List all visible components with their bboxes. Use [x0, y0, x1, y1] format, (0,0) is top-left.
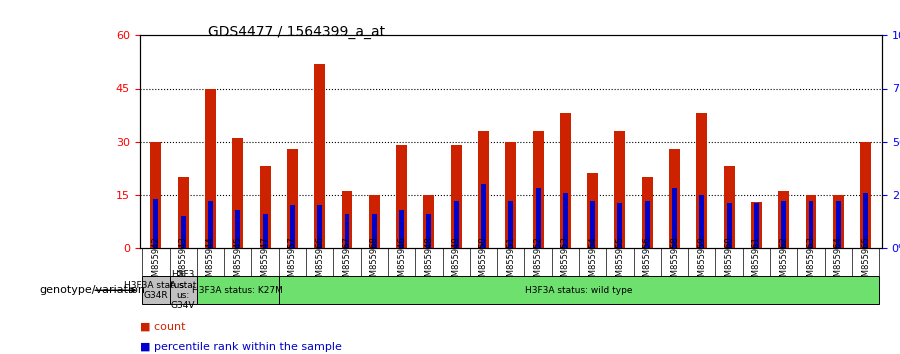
- Bar: [505, 142, 517, 248]
- Bar: [142, 276, 169, 304]
- Text: GSM855953: GSM855953: [561, 236, 570, 287]
- Bar: [615, 131, 626, 248]
- Bar: [806, 195, 816, 248]
- Text: GDS4477 / 1564399_a_at: GDS4477 / 1564399_a_at: [209, 25, 385, 39]
- Text: H3F3A status: K27M: H3F3A status: K27M: [193, 286, 284, 295]
- Bar: [169, 276, 197, 304]
- Bar: [754, 203, 759, 248]
- Text: H3F3A status: wild type: H3F3A status: wild type: [526, 286, 633, 295]
- Text: genotype/variation: genotype/variation: [40, 285, 145, 295]
- Bar: [290, 205, 295, 248]
- Bar: [427, 214, 431, 248]
- Text: GSM855966: GSM855966: [315, 236, 324, 287]
- Text: GSM855967: GSM855967: [343, 236, 352, 287]
- Text: GSM855951: GSM855951: [506, 236, 515, 287]
- Text: GSM855948: GSM855948: [425, 236, 434, 287]
- Bar: [778, 191, 789, 248]
- Bar: [644, 201, 650, 248]
- Text: GSM855957: GSM855957: [288, 236, 297, 287]
- Bar: [863, 193, 868, 248]
- Bar: [832, 195, 844, 248]
- Bar: [423, 195, 435, 248]
- Bar: [205, 88, 216, 248]
- Bar: [150, 142, 161, 248]
- Text: GSM855950: GSM855950: [479, 236, 488, 287]
- Bar: [287, 149, 298, 248]
- Bar: [232, 138, 243, 248]
- Text: H3F3A status:
G34R: H3F3A status: G34R: [124, 281, 187, 300]
- Bar: [669, 149, 680, 248]
- Bar: [341, 191, 353, 248]
- Bar: [481, 184, 486, 248]
- Bar: [399, 210, 404, 248]
- Text: ■ percentile rank within the sample: ■ percentile rank within the sample: [140, 342, 341, 353]
- Bar: [372, 214, 377, 248]
- Bar: [642, 177, 652, 248]
- Text: GSM855947: GSM855947: [261, 236, 270, 287]
- Bar: [396, 145, 407, 248]
- Bar: [587, 173, 599, 248]
- Bar: [153, 199, 158, 248]
- Text: GSM855942: GSM855942: [151, 236, 160, 287]
- Bar: [317, 205, 322, 248]
- Bar: [697, 113, 707, 248]
- Bar: [197, 276, 279, 304]
- Text: GSM855963: GSM855963: [806, 236, 815, 287]
- Text: GSM855952: GSM855952: [534, 236, 543, 287]
- Bar: [617, 203, 623, 248]
- Bar: [724, 166, 734, 248]
- Bar: [279, 276, 879, 304]
- Bar: [590, 201, 595, 248]
- Text: GSM855958: GSM855958: [670, 236, 679, 287]
- Bar: [478, 131, 489, 248]
- Text: GSM855964: GSM855964: [833, 236, 842, 287]
- Text: GSM855955: GSM855955: [616, 236, 625, 287]
- Bar: [235, 210, 240, 248]
- Bar: [314, 64, 325, 248]
- Bar: [181, 216, 185, 248]
- Bar: [560, 113, 571, 248]
- Bar: [208, 201, 213, 248]
- Text: GSM855945: GSM855945: [233, 236, 242, 287]
- Text: GSM855968: GSM855968: [370, 236, 379, 287]
- Bar: [259, 166, 271, 248]
- Text: GSM855956: GSM855956: [643, 236, 652, 287]
- Text: GSM855954: GSM855954: [588, 236, 597, 287]
- Bar: [451, 145, 462, 248]
- Text: GSM855962: GSM855962: [779, 236, 788, 287]
- Bar: [454, 201, 459, 248]
- Text: GSM855943: GSM855943: [179, 236, 188, 287]
- Bar: [751, 202, 762, 248]
- Text: GSM855949: GSM855949: [452, 236, 461, 287]
- Bar: [836, 201, 841, 248]
- Bar: [263, 214, 267, 248]
- Text: GSM855946: GSM855946: [397, 236, 406, 287]
- Bar: [345, 214, 349, 248]
- Bar: [781, 201, 787, 248]
- Bar: [177, 177, 189, 248]
- Bar: [536, 188, 541, 248]
- Bar: [369, 195, 380, 248]
- Text: GSM855944: GSM855944: [206, 236, 215, 287]
- Text: GSM855959: GSM855959: [698, 236, 706, 287]
- Text: GSM855960: GSM855960: [724, 236, 733, 287]
- Bar: [672, 188, 677, 248]
- Bar: [562, 193, 568, 248]
- Bar: [808, 201, 814, 248]
- Bar: [860, 142, 871, 248]
- Text: ■ count: ■ count: [140, 321, 185, 331]
- Bar: [699, 195, 705, 248]
- Bar: [508, 201, 513, 248]
- Text: GSM855961: GSM855961: [752, 236, 760, 287]
- Text: GSM855965: GSM855965: [861, 236, 870, 287]
- Bar: [726, 203, 732, 248]
- Text: H3F3
A stat
us:
G34V: H3F3 A stat us: G34V: [170, 270, 196, 310]
- Bar: [533, 131, 544, 248]
